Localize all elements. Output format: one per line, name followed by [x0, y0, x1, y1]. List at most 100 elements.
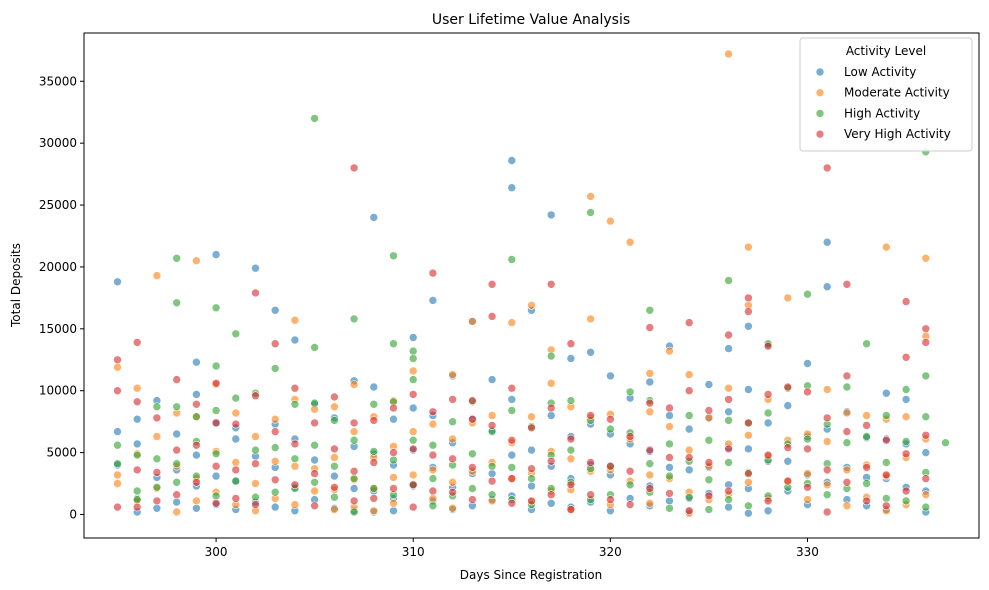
scatter-point [468, 449, 477, 459]
y-tick-label: 25000 [39, 198, 77, 212]
scatter-point [921, 490, 931, 500]
scatter-point [152, 402, 162, 412]
scatter-point [921, 474, 931, 483]
scatter-point [389, 484, 398, 493]
scatter-point [822, 163, 832, 173]
scatter-point [290, 335, 300, 345]
scatter-point [763, 450, 773, 460]
scatter-point [803, 469, 812, 478]
scatter-point [211, 449, 221, 459]
scatter-point [172, 402, 181, 412]
scatter-point [152, 271, 162, 280]
scatter-point [822, 465, 832, 475]
scatter-point [645, 398, 655, 408]
scatter-point [310, 469, 319, 478]
scatter-point [546, 411, 556, 420]
scatter-point [586, 490, 595, 500]
scatter-point [744, 307, 753, 316]
scatter-point [921, 502, 931, 512]
scatter-point [507, 435, 517, 445]
scatter-point [606, 216, 615, 226]
scatter-point [724, 395, 733, 404]
scatter-point [744, 242, 753, 252]
scatter-point [881, 411, 891, 420]
scatter-point [428, 440, 438, 450]
scatter-point [921, 324, 931, 334]
scatter-point [803, 482, 812, 492]
scatter-point [310, 440, 319, 450]
scatter-point [684, 411, 694, 420]
scatter-point [251, 459, 260, 469]
scatter-point [724, 458, 733, 467]
scatter-point [369, 447, 379, 456]
scatter-point [704, 435, 714, 445]
scatter-point [231, 393, 241, 403]
scatter-point [310, 114, 319, 123]
scatter-point [862, 421, 871, 430]
scatter-point [566, 434, 576, 444]
scatter-point [408, 403, 418, 413]
scatter-point [803, 289, 812, 299]
scatter-point [822, 490, 832, 500]
scatter-point [783, 443, 793, 452]
scatter-point [330, 392, 339, 402]
scatter-point [448, 487, 457, 497]
y-axis-ticks: 0 5000 10000 15000 20000 25000 30000 35000 [39, 74, 84, 521]
scatter-point [468, 484, 477, 493]
scatter-point [862, 411, 871, 420]
scatter-point [665, 453, 674, 462]
scatter-point [507, 474, 517, 483]
scatter-point [192, 440, 201, 450]
scatter-point [822, 437, 832, 446]
scatter-point [684, 370, 694, 379]
scatter-point [842, 279, 852, 289]
scatter-point [684, 445, 694, 455]
scatter-point [172, 298, 181, 308]
scatter-point [290, 500, 300, 509]
scatter-point [546, 378, 556, 388]
scatter-point [428, 501, 438, 511]
scatter-point [408, 502, 418, 512]
legend-label: High Activity [844, 106, 920, 120]
scatter-point [113, 362, 122, 372]
scatter-point [566, 505, 576, 514]
legend-marker [815, 109, 825, 118]
scatter-point [566, 396, 576, 405]
scatter-point [527, 474, 536, 483]
scatter-point [744, 444, 753, 454]
scatter-point [507, 383, 517, 393]
scatter-point [606, 424, 615, 434]
scatter-point [724, 407, 733, 417]
scatter-point [349, 466, 359, 476]
scatter-point [546, 210, 556, 220]
scatter-point [546, 498, 556, 508]
scatter-point [704, 491, 714, 501]
scatter-point [645, 498, 655, 508]
scatter-point [152, 503, 162, 513]
scatter-point [507, 450, 517, 460]
scatter-point [566, 480, 576, 490]
scatter-point [468, 396, 477, 405]
scatter-point [744, 477, 753, 487]
scatter-point [408, 333, 418, 342]
scatter-point [724, 276, 733, 285]
scatter-point [901, 412, 911, 422]
scatter-point [783, 401, 793, 410]
scatter-point [310, 418, 319, 428]
x-tick-label: 320 [599, 545, 622, 559]
scatter-point [290, 383, 300, 393]
scatter-point [428, 474, 438, 483]
scatter-point [842, 438, 852, 448]
scatter-point [448, 503, 457, 513]
data-points [113, 49, 950, 518]
scatter-point [290, 399, 300, 409]
scatter-point [270, 427, 280, 436]
scatter-point [606, 495, 615, 504]
scatter-point [665, 346, 674, 356]
plot-frame [83, 32, 980, 539]
scatter-point [822, 413, 832, 423]
legend-label: Moderate Activity [844, 86, 950, 100]
scatter-point [231, 329, 241, 339]
scatter-point [862, 479, 871, 488]
scatter-point [330, 402, 339, 412]
